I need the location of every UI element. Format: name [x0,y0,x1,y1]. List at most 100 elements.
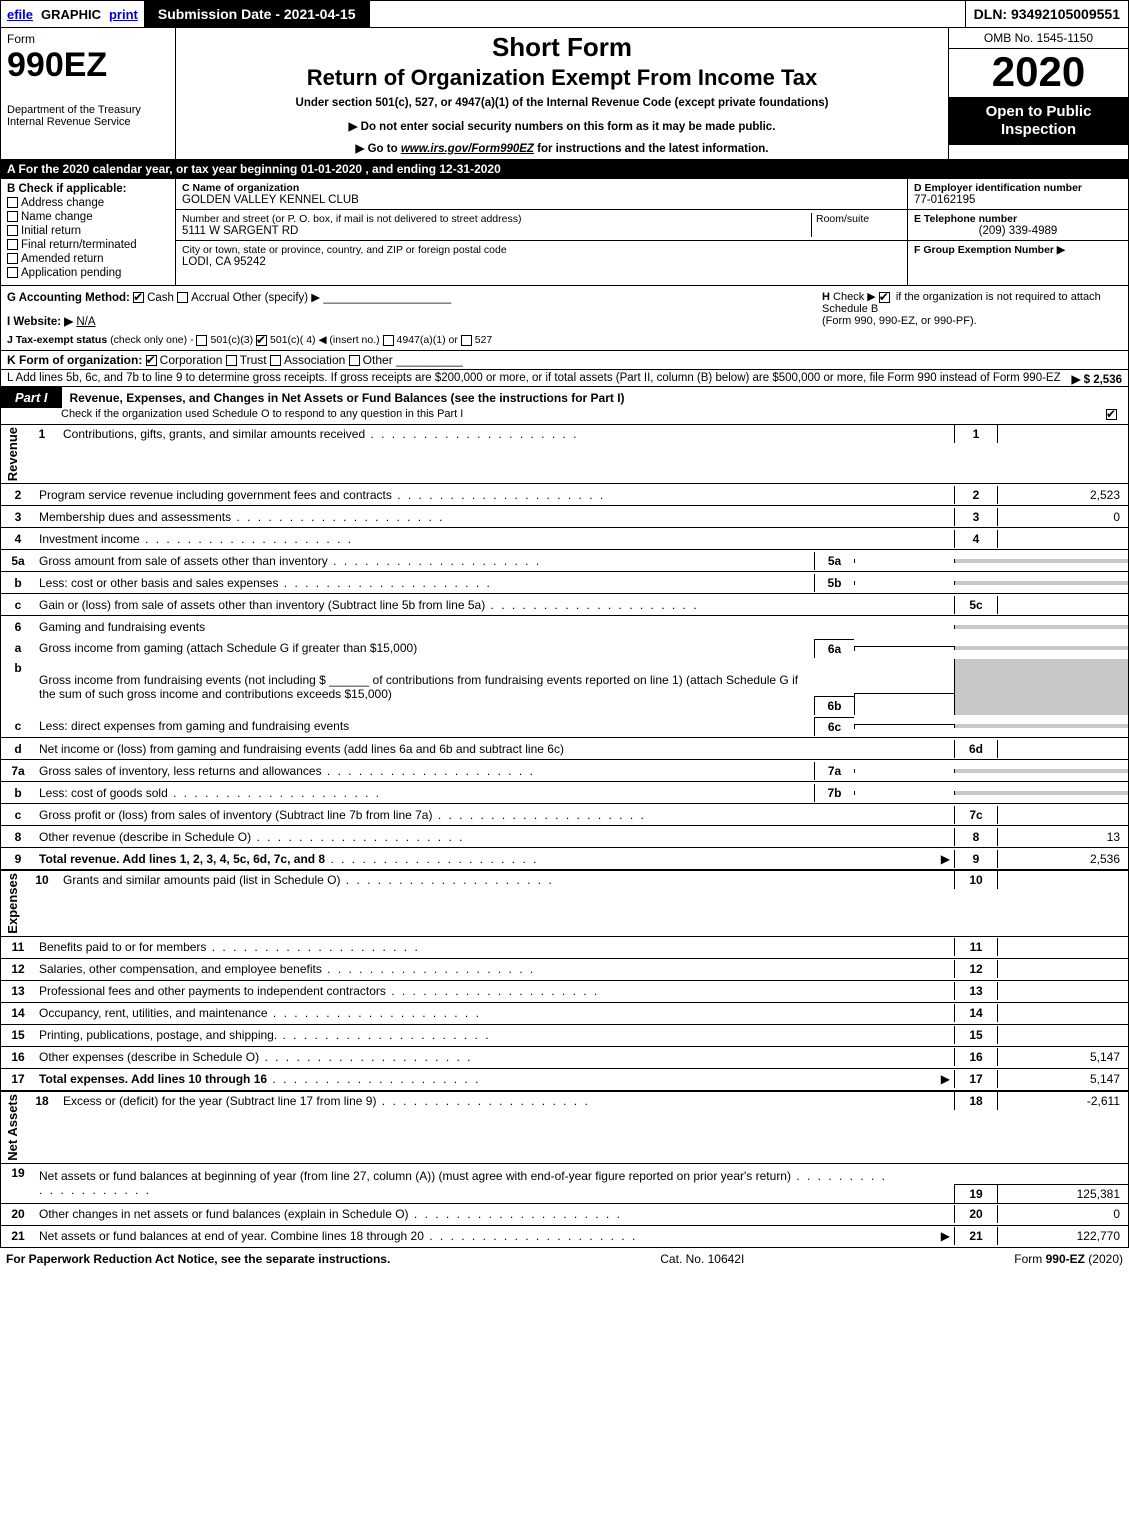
l14-desc: Occupancy, rent, utilities, and maintena… [35,1004,894,1022]
l19-num: 19 [1,1164,35,1182]
d-ein-block: D Employer identification number 77-0162… [908,179,1128,210]
line-8: 8 Other revenue (describe in Schedule O)… [1,825,1128,847]
l7b-mid: 7b [814,784,854,802]
l1-num: 1 [25,425,59,443]
h-label: H [822,291,830,303]
form-number: 990EZ [7,48,169,82]
b-opt-address[interactable]: Address change [7,197,169,209]
addr-label: Number and street (or P. O. box, if mail… [182,213,811,225]
l16-num: 16 [1,1048,35,1066]
tax-year: 2020 [949,49,1128,97]
b-label: B Check if applicable: [7,183,169,195]
l6c-val [998,724,1128,728]
l20-num: 20 [1,1205,35,1223]
j-label: J Tax-exempt status [7,334,107,346]
h-text1: Check ▶ [833,291,876,303]
line-2: 2 Program service revenue including gove… [1,483,1128,505]
l13-desc: Professional fees and other payments to … [35,982,894,1000]
line-15: 15 Printing, publications, postage, and … [1,1024,1128,1046]
l6d-num: d [1,740,35,758]
l11-val [998,945,1128,949]
l5a-cell [954,559,998,563]
l6c-mid: 6c [814,717,854,736]
k-trust[interactable]: Trust [226,353,267,367]
g-cash[interactable]: Cash [133,292,174,304]
l-value: ▶ $ 2,536 [1072,372,1122,386]
part1-title: Revenue, Expenses, and Changes in Net As… [62,388,633,408]
b-opt-amended[interactable]: Amended return [7,253,169,265]
b-opt-initial[interactable]: Initial return [7,225,169,237]
goto-link[interactable]: www.irs.gov/Form990EZ [401,143,534,155]
f-label: F Group Exemption Number ▶ [914,244,1122,256]
l15-desc: Printing, publications, postage, and shi… [35,1026,894,1044]
l7b-cell [954,791,998,795]
goto-prefix: ▶ Go to [356,143,401,155]
g-accounting: G Accounting Method: Cash Accrual Other … [7,290,822,346]
graphic-label: GRAPHIC [41,7,101,22]
part1-checkbox[interactable] [1106,409,1117,420]
l18-val: -2,611 [998,1092,1128,1110]
goto-line: ▶ Go to www.irs.gov/Form990EZ for instru… [186,141,938,155]
j-501c3[interactable]: 501(c)(3) [196,334,253,346]
l6b-desc: Gross income from fundraising events (no… [35,671,814,703]
j-527[interactable]: 527 [461,334,493,346]
j-501c[interactable]: 501(c)( 4) ◀ (insert no.) [256,334,380,346]
lines-section: Revenue 1 Contributions, gifts, grants, … [0,425,1129,1248]
city: LODI, CA 95242 [182,256,901,268]
line-6: 6 Gaming and fundraising events [1,615,1128,637]
j-4947[interactable]: 4947(a)(1) or [383,334,458,346]
line-19: 19 Net assets or fund balances at beginn… [1,1163,1128,1203]
line-5a: 5a Gross amount from sale of assets othe… [1,549,1128,571]
line-9: 9 Total revenue. Add lines 1, 2, 3, 4, 5… [1,847,1128,869]
b-opt-name[interactable]: Name change [7,211,169,223]
l6-val [998,625,1128,629]
e-phone-block: E Telephone number (209) 339-4989 [908,210,1128,241]
l1-desc: Contributions, gifts, grants, and simila… [59,425,894,443]
l6d-val [998,747,1128,751]
l9-arrow: ▶ [894,850,954,868]
l6a-val [998,646,1128,650]
l6b-midval [854,693,954,715]
l12-val [998,967,1128,971]
website-value: N/A [76,316,95,328]
l11-cell: 11 [954,938,998,956]
line-20: 20 Other changes in net assets or fund b… [1,1203,1128,1225]
part1-tab: Part I [1,387,62,408]
l6c-cell [954,724,998,728]
phone: (209) 339-4989 [914,225,1122,237]
b-opt-pending[interactable]: Application pending [7,267,169,279]
k-assoc[interactable]: Association [270,353,345,367]
l17-num: 17 [1,1070,35,1088]
g-accrual[interactable]: Accrual [177,292,229,304]
print-link[interactable]: print [109,7,138,22]
g-other[interactable]: Other (specify) ▶ [233,292,320,304]
h-checkbox[interactable] [879,292,890,303]
l3-num: 3 [1,508,35,526]
l21-desc: Net assets or fund balances at end of ye… [35,1227,894,1245]
l13-val [998,989,1128,993]
l18-desc: Excess or (deficit) for the year (Subtra… [59,1092,894,1110]
line-7c: c Gross profit or (loss) from sales of i… [1,803,1128,825]
top-bar: efile GRAPHIC print Submission Date - 20… [0,0,1129,28]
section-def: D Employer identification number 77-0162… [908,179,1128,285]
k-corp[interactable]: Corporation [146,353,223,367]
l6b-cell [954,659,998,715]
omb-number: OMB No. 1545-1150 [949,28,1128,49]
form-header: Form 990EZ Department of the Treasury In… [0,28,1129,160]
line-k: K Form of organization: Corporation Trus… [0,351,1129,370]
k-other[interactable]: Other [349,353,393,367]
l6a-mid: 6a [814,639,854,658]
b-opt-final[interactable]: Final return/terminated [7,239,169,251]
l17-cell: 17 [954,1070,998,1088]
h-block: H Check ▶ if the organization is not req… [822,290,1122,346]
efile-link[interactable]: efile [7,7,33,22]
side-netassets: Net Assets [5,1094,20,1161]
l7b-val [998,791,1128,795]
l5a-num: 5a [1,552,35,570]
l5a-desc: Gross amount from sale of assets other t… [35,552,814,570]
l7a-val [998,769,1128,773]
l6-desc: Gaming and fundraising events [35,618,894,636]
l19-desc: Net assets or fund balances at beginning… [35,1167,894,1199]
do-not-enter: ▶ Do not enter social security numbers o… [186,119,938,133]
l8-val: 13 [998,828,1128,846]
